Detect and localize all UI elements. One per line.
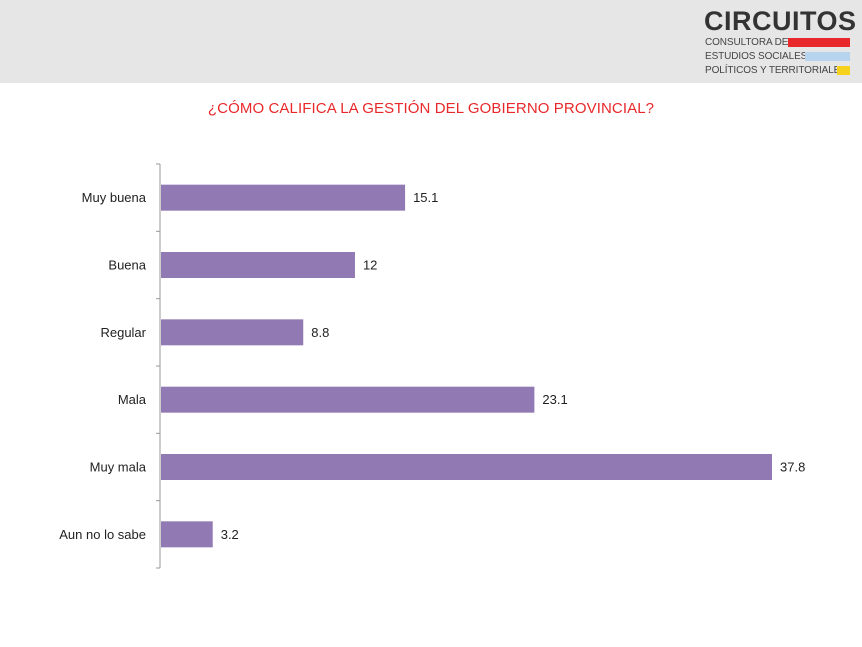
bar <box>161 252 355 278</box>
value-label: 23.1 <box>542 392 567 407</box>
category-label: Aun no lo sabe <box>59 527 146 542</box>
category-label: Regular <box>100 325 146 340</box>
logo-red-bar <box>788 38 850 47</box>
logo-line-1: CONSULTORA DE <box>705 37 789 48</box>
category-label: Buena <box>108 258 146 273</box>
value-label: 15.1 <box>413 190 438 205</box>
category-label: Mala <box>118 392 147 407</box>
bar <box>161 454 772 480</box>
value-label: 37.8 <box>780 460 805 475</box>
value-label: 12 <box>363 258 377 273</box>
logo-line-2: ESTUDIOS SOCIALES, <box>705 51 810 62</box>
bar <box>161 386 535 413</box>
logo-title: CIRCUITOS <box>704 6 857 36</box>
value-label: 3.2 <box>221 527 239 542</box>
bar <box>161 184 406 211</box>
logo-blue-bar <box>805 52 850 61</box>
category-label: Muy mala <box>90 460 147 475</box>
bar <box>161 521 213 548</box>
logo-yellow-bar <box>837 66 850 75</box>
bar <box>161 319 304 346</box>
category-label: Muy buena <box>82 190 147 205</box>
circuitos-logo: CIRCUITOS CONSULTORA DE ESTUDIOS SOCIALE… <box>704 6 857 78</box>
chart-title: ¿CÓMO CALIFICA LA GESTIÓN DEL GOBIERNO P… <box>207 100 655 117</box>
value-label: 8.8 <box>311 325 329 340</box>
logo-line-3: POLÍTICOS Y TERRITORIALES <box>705 65 847 76</box>
header-band <box>0 0 862 83</box>
